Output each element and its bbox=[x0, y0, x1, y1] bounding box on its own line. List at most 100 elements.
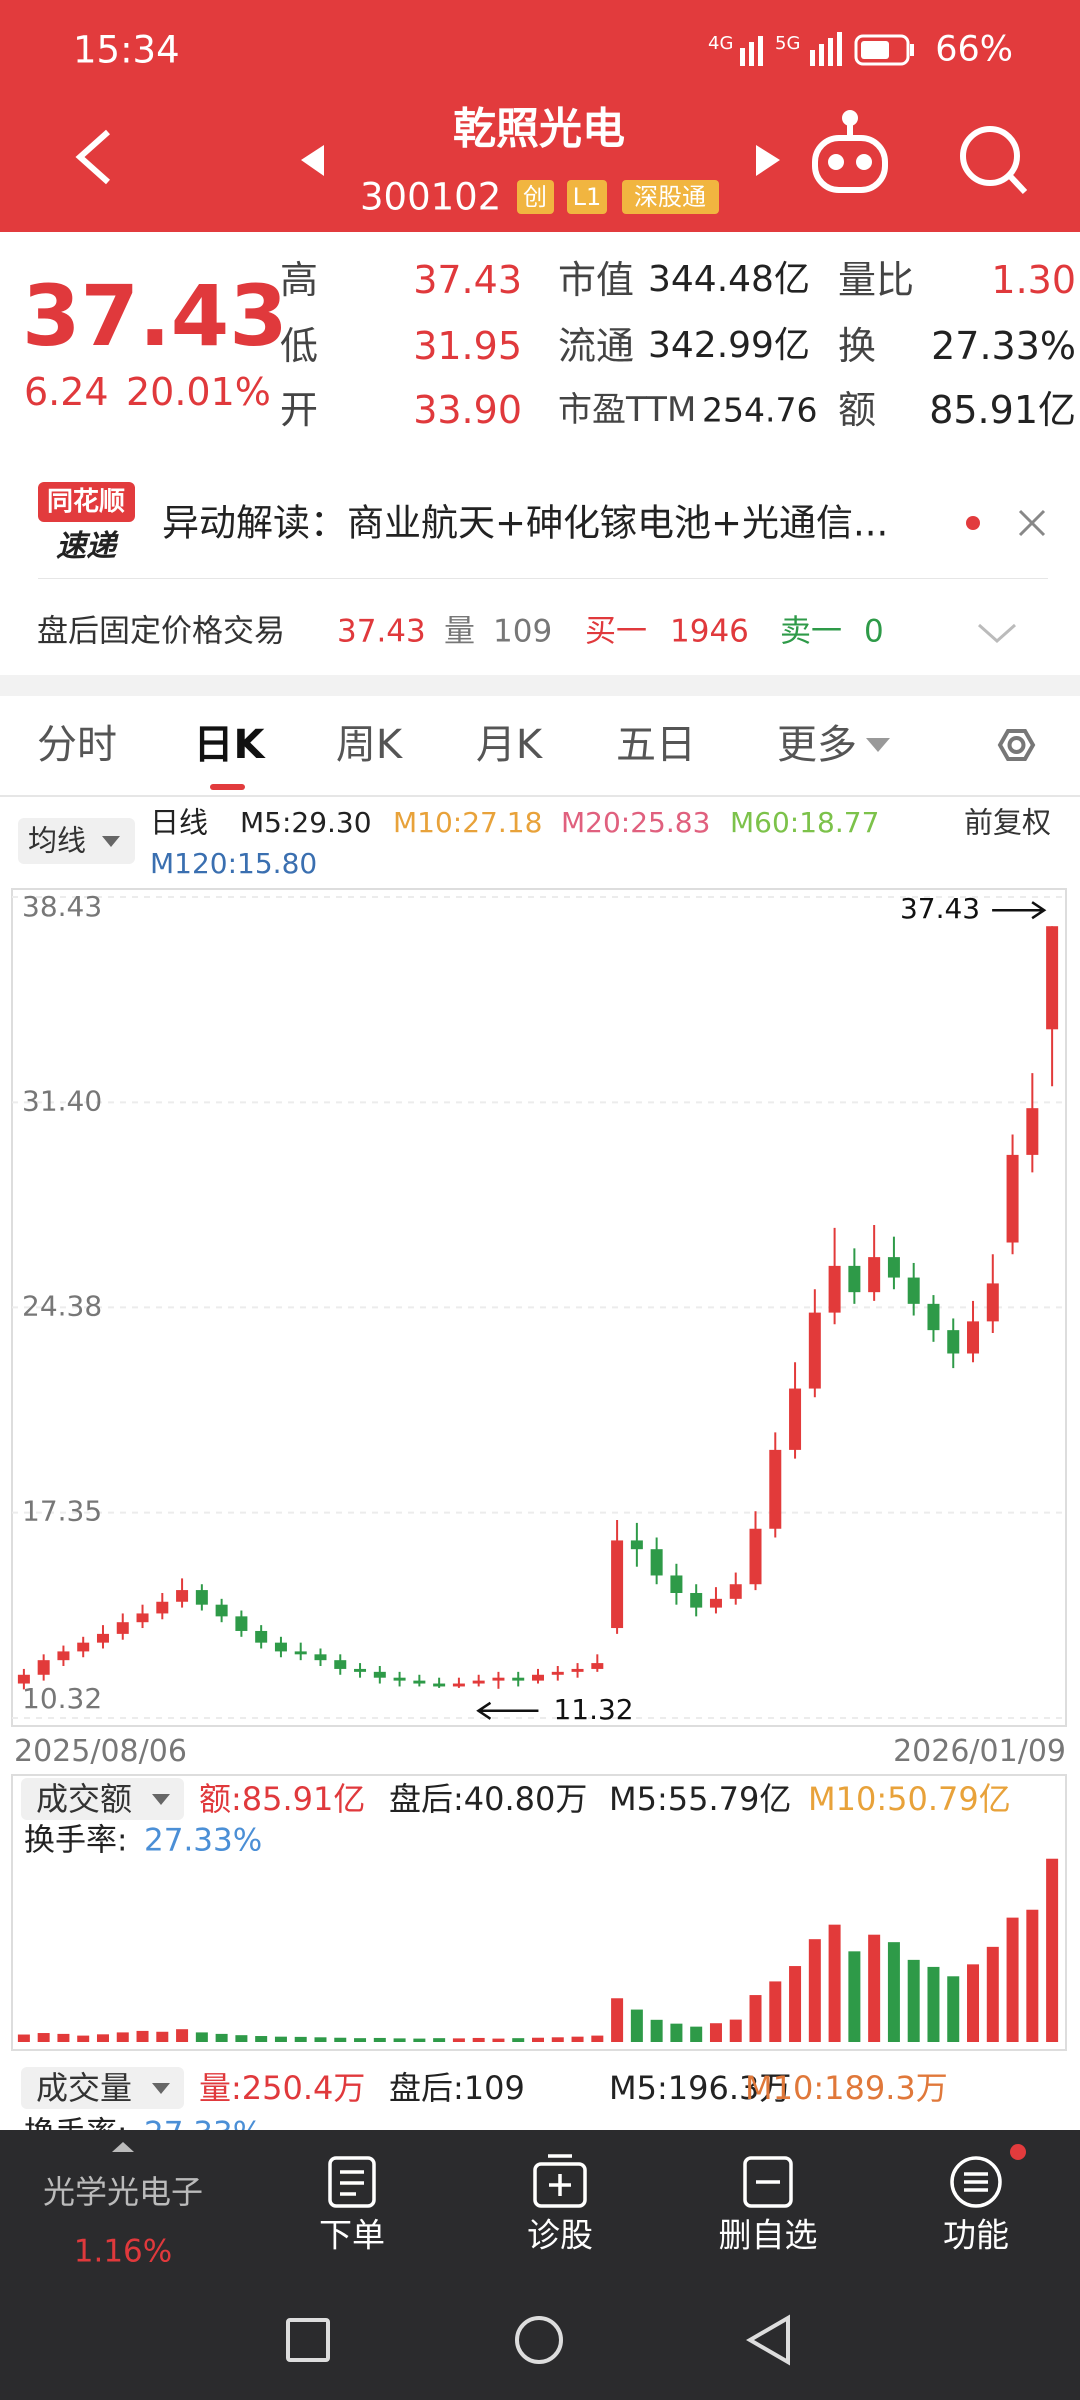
action[interactable]: 诊股 bbox=[527, 2215, 593, 2255]
selector[interactable]: 均线 bbox=[28, 823, 87, 858]
candle-body bbox=[393, 1677, 406, 1681]
volume-bar bbox=[769, 1981, 782, 2042]
volume-selector[interactable]: 成交额 bbox=[36, 1780, 133, 1818]
candle-body bbox=[373, 1671, 386, 1678]
expand[interactable] bbox=[975, 620, 1025, 646]
candle-body bbox=[532, 1674, 544, 1681]
volume-bar bbox=[255, 2036, 268, 2042]
volume-bar bbox=[828, 1924, 841, 2042]
candle-body bbox=[670, 1575, 683, 1593]
search[interactable] bbox=[960, 126, 1028, 195]
tag: 深股通 bbox=[634, 183, 706, 211]
volume-bar bbox=[709, 2023, 722, 2042]
y-tick-label: 10.32 bbox=[22, 1682, 102, 1715]
volume-bar bbox=[195, 2032, 208, 2042]
tag: L1 bbox=[572, 183, 602, 211]
stat-value: 33.90 bbox=[413, 388, 522, 432]
volume-bar bbox=[907, 1959, 920, 2042]
candle-body bbox=[255, 1630, 268, 1643]
candle-body bbox=[492, 1677, 505, 1681]
function-icon[interactable] bbox=[950, 2156, 1002, 2208]
selector-arrow bbox=[102, 836, 120, 847]
network: 5G bbox=[775, 33, 801, 54]
volume-bar bbox=[492, 2038, 505, 2042]
order-icon[interactable] bbox=[328, 2156, 376, 2208]
volume-bar bbox=[17, 2034, 30, 2042]
prev-stock[interactable] bbox=[301, 145, 324, 176]
volume-panel-2: 成交量 量:250.4万 盘后:109 M5:196.3万 M10:189.3万… bbox=[0, 2060, 1080, 2130]
volume-bar bbox=[887, 1942, 900, 2042]
high-label: 37.43 bbox=[900, 892, 980, 925]
candlestick-chart: 38.43 31.40 24.38 17.35 10.32 37.43 11.32 bbox=[11, 888, 1067, 1727]
adjust[interactable]: 前复权 bbox=[964, 805, 1052, 840]
volume-item: M5:196.3万 bbox=[609, 2069, 792, 2107]
candle-body bbox=[1046, 926, 1059, 1030]
candle-body bbox=[591, 1663, 604, 1669]
period: 日线 bbox=[150, 805, 209, 840]
candle-body bbox=[848, 1265, 861, 1293]
volume-bar bbox=[235, 2035, 248, 2042]
battery-tip bbox=[910, 44, 914, 56]
volume-bar bbox=[472, 2037, 485, 2042]
candle-body bbox=[452, 1683, 465, 1687]
stock-name: 乾照光电 bbox=[453, 104, 625, 155]
volume-bar bbox=[215, 2033, 228, 2042]
candle-body bbox=[690, 1592, 703, 1608]
volume-bar bbox=[413, 2038, 426, 2042]
stat-label: 流通 bbox=[558, 324, 635, 368]
candle-body bbox=[37, 1660, 50, 1675]
next-stock[interactable] bbox=[756, 145, 780, 176]
candle-body bbox=[1006, 1154, 1019, 1243]
change-pct: 20.01% bbox=[126, 370, 271, 414]
candle-body bbox=[156, 1601, 169, 1614]
candle-body bbox=[96, 1633, 109, 1643]
tag-bg bbox=[567, 180, 607, 214]
news-text[interactable]: 异动解读：商业航天+砷化镓电池+光通信... bbox=[162, 501, 889, 545]
tab[interactable]: 月K bbox=[475, 722, 543, 768]
tab[interactable]: 分时 bbox=[37, 722, 117, 768]
tab-active[interactable]: 日K bbox=[193, 722, 265, 768]
after-hours-price: 37.43 bbox=[337, 613, 426, 650]
back[interactable] bbox=[75, 129, 110, 185]
tab[interactable]: 周K bbox=[335, 722, 403, 768]
nav-home[interactable] bbox=[515, 2316, 563, 2364]
tab[interactable]: 五日 bbox=[616, 722, 696, 768]
stat-value: 31.95 bbox=[413, 324, 522, 368]
volume-bar bbox=[532, 2037, 544, 2042]
sector[interactable]: 光学光电子 bbox=[42, 2173, 204, 2211]
nav-recent[interactable] bbox=[286, 2318, 330, 2362]
x-label: 2025/08/06 bbox=[14, 1734, 187, 1769]
turnover-label: 换手率: bbox=[24, 1822, 128, 1859]
change: 6.24 bbox=[24, 370, 109, 414]
volume-bar bbox=[433, 2038, 446, 2042]
robot[interactable] bbox=[812, 110, 888, 193]
volume-bar bbox=[393, 2038, 406, 2042]
close[interactable] bbox=[1018, 509, 1046, 537]
settings[interactable] bbox=[997, 729, 1036, 761]
volume-bar bbox=[749, 1995, 762, 2042]
volume-selector[interactable]: 成交量 bbox=[36, 2069, 133, 2107]
brand-logo bbox=[38, 482, 135, 522]
nav-back[interactable] bbox=[746, 2314, 790, 2366]
candle-body bbox=[17, 1674, 30, 1684]
tab[interactable]: 更多 bbox=[777, 722, 857, 768]
ask: 0 bbox=[864, 613, 884, 650]
action[interactable]: 下单 bbox=[319, 2215, 385, 2255]
candle-body bbox=[828, 1265, 841, 1313]
action[interactable]: 删自选 bbox=[718, 2215, 818, 2255]
volume-item: 盘后:40.80万 bbox=[389, 1780, 588, 1818]
candle-body bbox=[967, 1321, 980, 1354]
volume-bar bbox=[176, 2029, 189, 2042]
ma-label: M120:15.80 bbox=[150, 847, 318, 880]
expand-up[interactable] bbox=[112, 2142, 134, 2152]
volume-bar bbox=[630, 2009, 643, 2042]
stat-label: 高 bbox=[280, 258, 319, 302]
action[interactable]: 功能 bbox=[943, 2215, 1009, 2255]
candle-body bbox=[630, 1540, 643, 1550]
candle-body bbox=[354, 1668, 367, 1672]
diagnose-icon[interactable] bbox=[533, 2154, 587, 2208]
volume-bar bbox=[57, 2033, 70, 2042]
volume-bar bbox=[1046, 1858, 1059, 2042]
remove-icon[interactable] bbox=[743, 2156, 793, 2208]
volume-bar bbox=[354, 2038, 367, 2042]
